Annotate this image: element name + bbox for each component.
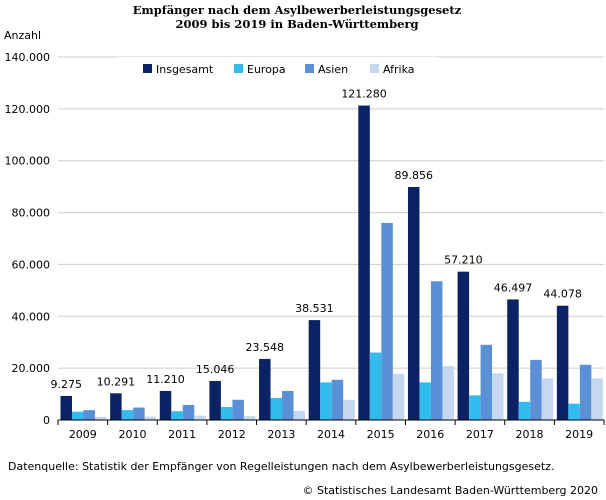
bar-europa (270, 397, 283, 420)
x-tick-label: 2013 (267, 428, 295, 441)
data-label: 46.497 (494, 281, 533, 294)
data-label: 57.210 (444, 254, 483, 267)
x-tick-label: 2014 (317, 428, 345, 441)
bar-afrika (541, 378, 554, 420)
legend-label: Europa (247, 63, 286, 76)
data-labels: 9.275 10.291 11.210 15.046 23.548 38.531 121.2… (51, 88, 582, 391)
data-label: 44.078 (543, 288, 582, 301)
data-label: 38.531 (295, 302, 334, 315)
bar-insgesamt (209, 380, 221, 420)
bar-europa (369, 352, 382, 420)
data-label: 15.046 (196, 363, 235, 376)
x-tick-label: 2016 (416, 428, 444, 441)
bar-asien (579, 364, 592, 420)
bar-afrika (442, 366, 454, 420)
bars (60, 105, 603, 421)
bar-asien (83, 410, 95, 420)
x-tick-label: 2010 (118, 428, 146, 441)
bar-afrika (492, 373, 504, 420)
data-label: 11.210 (146, 373, 185, 386)
bar-asien (232, 399, 244, 420)
y-tick-label: 140.000 (5, 51, 51, 64)
bar-asien (381, 222, 393, 420)
legend-label: Asien (318, 63, 348, 76)
bar-insgesamt (110, 393, 122, 420)
chart-title: Empfänger nach dem Asylbewerberleistungs… (133, 3, 462, 17)
legend-swatch-europa (234, 64, 243, 73)
x-tick-label: 2011 (168, 428, 196, 441)
data-label: 23.548 (246, 341, 285, 354)
bar-asien (282, 390, 294, 420)
bar-europa (171, 411, 183, 420)
y-tick-label: 0 (43, 414, 50, 427)
legend-label: Insgesamt (156, 63, 214, 76)
data-label: 10.291 (97, 375, 136, 388)
bar-asien (480, 344, 493, 420)
legend-swatch-insgesamt (143, 64, 152, 73)
bar-europa (121, 410, 134, 420)
bar-asien (331, 379, 344, 420)
data-label: 121.280 (341, 88, 387, 101)
bar-insgesamt (556, 305, 569, 420)
bar-afrika (194, 415, 206, 420)
y-tick-label: 120.000 (5, 103, 51, 116)
legend-label: Afrika (383, 63, 415, 76)
bar-insgesamt (407, 187, 420, 420)
bar-europa (419, 382, 431, 420)
chart-subtitle: 2009 bis 2019 in Baden-Württemberg (175, 17, 418, 31)
x-axis: 2009 2010 2011 2012 2013 2014 2015 2016 2017 2018… (57, 419, 605, 441)
bar-insgesamt (259, 358, 271, 420)
bar-europa (220, 407, 233, 420)
gridlines (58, 56, 604, 369)
legend: Insgesamt Europa Asien Afrika (118, 57, 438, 80)
y-tick-label: 100.000 (5, 155, 51, 168)
x-tick-label: 2009 (69, 428, 97, 441)
legend-swatch-asien (305, 64, 314, 73)
bar-afrika (293, 410, 306, 420)
bar-europa (568, 403, 580, 420)
x-tick-label: 2019 (565, 428, 593, 441)
bar-insgesamt (308, 320, 321, 420)
y-tick-label: 20.000 (12, 362, 51, 375)
y-axis-label: Anzahl (4, 29, 41, 42)
bar-asien (530, 359, 542, 420)
bar-insgesamt (358, 105, 370, 421)
y-tick-label: 80.000 (12, 207, 51, 220)
y-axis-ticks: 0 20.000 40.000 60.000 80.000 100.000 120.000 1… (5, 51, 51, 427)
bar-europa (320, 382, 332, 420)
bar-insgesamt (60, 395, 72, 420)
bar-afrika (591, 378, 603, 420)
data-label: 9.275 (51, 378, 83, 391)
bar-asien (430, 281, 443, 420)
bar-asien (133, 407, 145, 420)
bar-afrika (95, 416, 107, 420)
source-note: Datenquelle: Statistik der Empfänger von… (8, 460, 554, 473)
x-tick-label: 2015 (367, 428, 395, 441)
copyright-note: © Statistisches Landesamt Baden-Württemb… (302, 484, 598, 497)
bar-insgesamt (159, 390, 172, 420)
y-tick-label: 60.000 (12, 258, 51, 271)
bar-afrika (343, 399, 355, 420)
bar-asien (182, 404, 195, 420)
bar-afrika (144, 416, 157, 420)
bar-afrika (392, 373, 405, 420)
bar-europa (518, 401, 531, 420)
legend-swatch-afrika (370, 64, 379, 73)
bar-insgesamt (507, 299, 519, 420)
data-label: 89.856 (394, 169, 433, 182)
bar-europa (469, 395, 481, 420)
bar-afrika (243, 416, 256, 420)
bar-insgesamt (457, 271, 470, 420)
legend-box (118, 57, 438, 80)
x-tick-label: 2017 (466, 428, 494, 441)
x-tick-label: 2018 (516, 428, 544, 441)
y-tick-label: 40.000 (12, 310, 51, 323)
bar-europa (72, 411, 84, 420)
x-tick-label: 2012 (218, 428, 246, 441)
